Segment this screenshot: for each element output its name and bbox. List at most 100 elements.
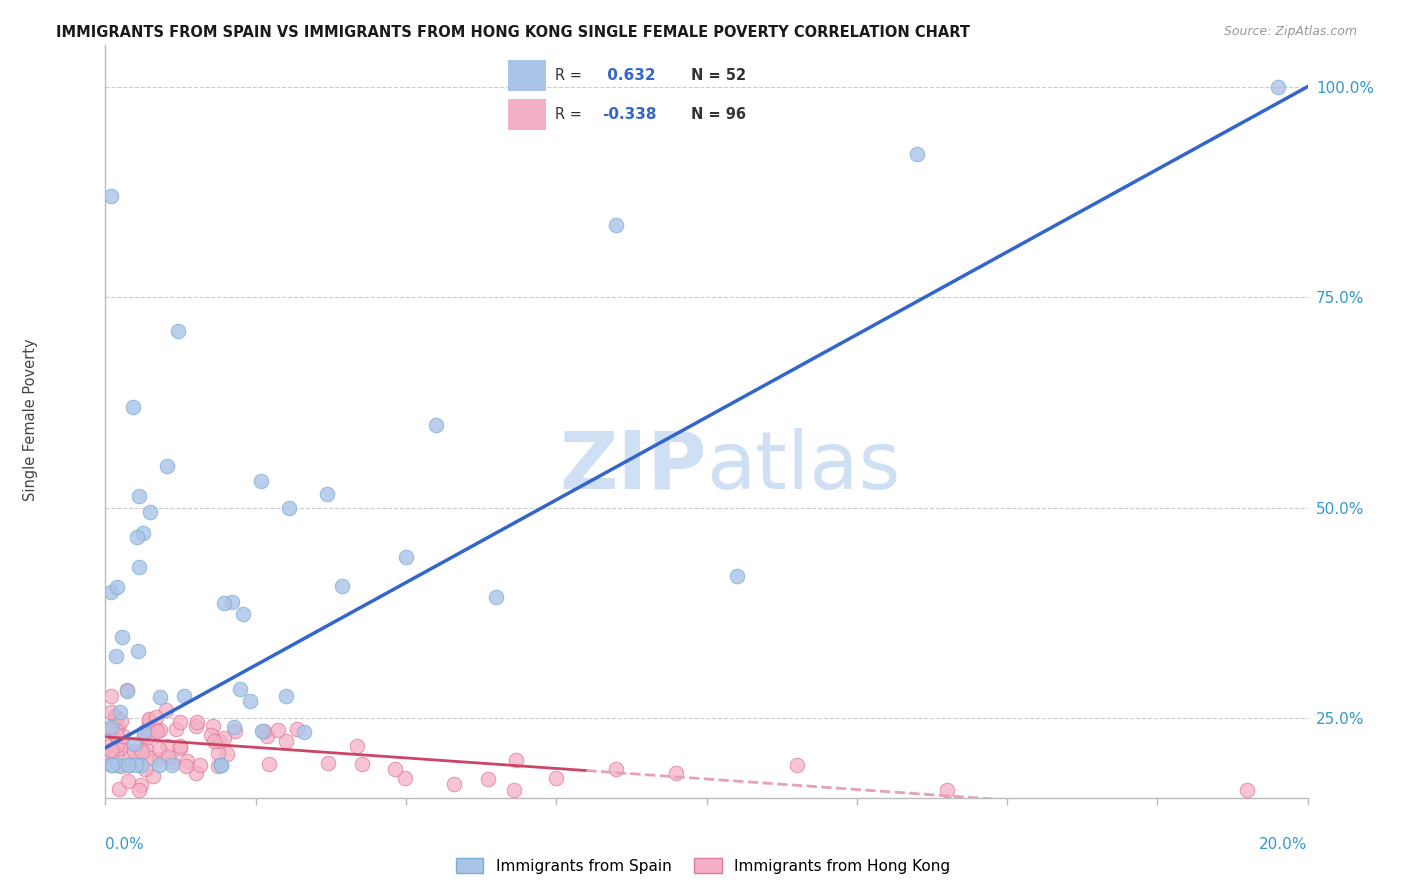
- Point: [145, 710, 167, 724]
- Point: [209, 757, 232, 772]
- Point: [100, 746, 122, 760]
- Point: [202, 734, 225, 748]
- Point: [209, 757, 232, 772]
- Point: [134, 762, 156, 776]
- Point: [131, 743, 153, 757]
- Point: [111, 729, 134, 743]
- Point: [107, 720, 129, 734]
- Point: [100, 720, 122, 734]
- Point: [160, 757, 183, 772]
- Point: [118, 758, 141, 772]
- Point: [146, 724, 169, 739]
- Point: [105, 711, 128, 725]
- Point: [128, 754, 150, 768]
- Point: [100, 723, 122, 738]
- Point: [207, 758, 229, 772]
- Point: [125, 530, 148, 544]
- Text: Source: ZipAtlas.com: Source: ZipAtlas.com: [1223, 25, 1357, 38]
- Point: [546, 772, 568, 786]
- Point: [143, 722, 166, 736]
- Point: [148, 752, 170, 766]
- Point: [155, 703, 177, 717]
- Point: [605, 762, 627, 776]
- Point: [443, 776, 465, 790]
- Point: [117, 684, 139, 698]
- Point: [221, 595, 243, 609]
- Point: [936, 783, 959, 797]
- Point: [176, 754, 198, 768]
- Point: [425, 418, 447, 433]
- Point: [136, 730, 159, 744]
- Point: [292, 725, 315, 739]
- Point: [108, 782, 131, 797]
- Point: [200, 728, 222, 742]
- Point: [239, 694, 262, 708]
- Point: [122, 400, 145, 414]
- Bar: [508, 99, 547, 130]
- Legend: Immigrants from Spain, Immigrants from Hong Kong: Immigrants from Spain, Immigrants from H…: [450, 852, 956, 880]
- Point: [395, 549, 418, 564]
- Bar: [508, 61, 547, 91]
- Point: [104, 727, 127, 741]
- Point: [131, 526, 153, 541]
- Point: [250, 474, 273, 488]
- Point: [104, 748, 127, 763]
- Point: [105, 580, 128, 594]
- Point: [502, 783, 524, 797]
- Point: [167, 324, 190, 338]
- Point: [316, 487, 339, 501]
- Point: [169, 741, 191, 756]
- Point: [100, 689, 122, 703]
- Text: R =: R =: [555, 107, 582, 122]
- Point: [104, 729, 127, 743]
- Point: [100, 739, 122, 753]
- Point: [276, 734, 298, 748]
- Point: [142, 769, 165, 783]
- Point: [346, 739, 368, 753]
- Point: [257, 757, 280, 772]
- Point: [100, 743, 122, 757]
- Point: [256, 729, 278, 743]
- Point: [350, 757, 373, 772]
- Text: -0.338: -0.338: [603, 107, 657, 122]
- Point: [201, 719, 224, 733]
- Text: R =: R =: [555, 68, 582, 83]
- Point: [224, 720, 246, 734]
- Point: [184, 765, 207, 780]
- Point: [105, 738, 128, 752]
- Point: [108, 740, 131, 755]
- Point: [157, 739, 180, 753]
- Point: [208, 734, 231, 748]
- Point: [316, 756, 339, 770]
- Point: [105, 649, 128, 664]
- Point: [725, 569, 748, 583]
- Point: [100, 757, 122, 772]
- Point: [169, 739, 191, 753]
- Text: atlas: atlas: [707, 427, 901, 506]
- Point: [156, 458, 179, 473]
- Point: [111, 739, 134, 753]
- Point: [132, 728, 155, 742]
- Point: [278, 500, 301, 515]
- Text: IMMIGRANTS FROM SPAIN VS IMMIGRANTS FROM HONG KONG SINGLE FEMALE POVERTY CORRELA: IMMIGRANTS FROM SPAIN VS IMMIGRANTS FROM…: [56, 25, 970, 40]
- Point: [188, 758, 211, 772]
- Point: [274, 689, 297, 703]
- Point: [115, 682, 138, 697]
- Point: [110, 714, 132, 728]
- Point: [505, 753, 527, 767]
- Point: [786, 757, 808, 772]
- Point: [214, 731, 236, 745]
- Point: [100, 752, 122, 766]
- Point: [330, 579, 353, 593]
- Point: [128, 783, 150, 797]
- Text: 0.632: 0.632: [603, 68, 657, 83]
- Point: [107, 757, 129, 772]
- Point: [165, 722, 187, 736]
- Point: [157, 749, 180, 764]
- Point: [229, 681, 252, 696]
- Text: ZIP: ZIP: [560, 427, 707, 506]
- Point: [128, 489, 150, 503]
- Point: [1236, 783, 1258, 797]
- Point: [100, 750, 122, 764]
- Point: [148, 757, 170, 772]
